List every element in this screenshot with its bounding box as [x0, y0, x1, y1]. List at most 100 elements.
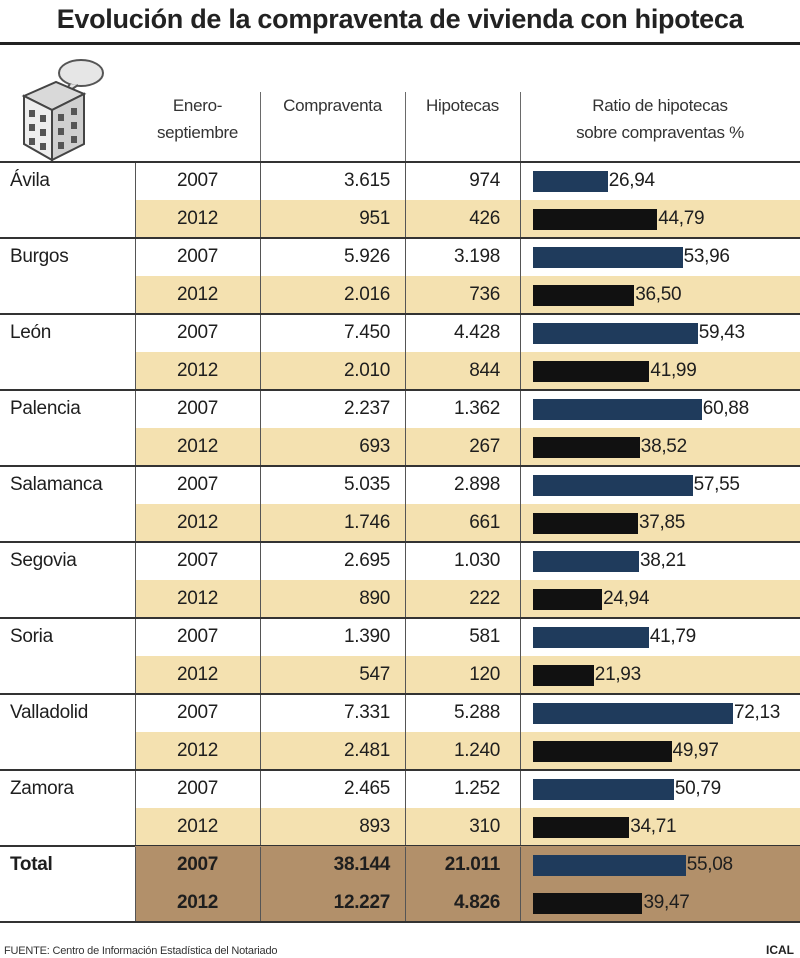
year-cell: 2012: [176, 588, 219, 609]
year-cell: 2012: [176, 208, 219, 229]
region-name: Segovia: [10, 550, 77, 571]
year-cell: 2012: [176, 436, 219, 457]
ratio-label: 26,94: [608, 170, 655, 191]
column-divider: [405, 391, 406, 466]
year-2012-band: [135, 504, 800, 542]
column-header-period: Enero- septiembre: [135, 92, 260, 146]
sales-value: 2.010: [343, 360, 390, 381]
year-2012-band: [135, 428, 800, 466]
column-divider: [520, 619, 521, 694]
ratio-bar-2007: [533, 627, 649, 648]
ratio-bar-2012: [533, 285, 635, 306]
column-divider: [520, 315, 521, 390]
year-2012-band: [135, 276, 800, 314]
region-divider: [0, 465, 800, 467]
bottom-rule: [0, 921, 800, 923]
year-cell: 2007: [176, 474, 219, 495]
year-2012-band: [135, 808, 800, 846]
column-header-period-line1: Enero-: [172, 96, 223, 115]
year-cell: 2012: [176, 512, 219, 533]
ratio-bar-2012: [533, 209, 658, 230]
column-divider: [405, 543, 406, 618]
sales-value: 2.481: [343, 740, 390, 761]
ratio-label: 38,21: [639, 550, 686, 571]
column-header-ratio-line2: sobre compraventas %: [576, 123, 744, 142]
ratio-bar-2007: [533, 551, 639, 572]
ratio-bar-2012: [533, 589, 603, 610]
ratio-bar-2007: [533, 247, 683, 268]
ratio-bar-2007: [533, 171, 608, 192]
ratio-label: 53,96: [683, 246, 730, 267]
column-divider: [135, 239, 136, 314]
year-cell: 2012: [176, 740, 219, 761]
mortgages-value: 661: [469, 512, 500, 533]
year-cell: 2012: [176, 816, 219, 837]
year-2012-band: [135, 656, 800, 694]
column-divider: [135, 163, 136, 238]
ratio-bar-2007: [533, 779, 674, 800]
sales-value: 951: [359, 208, 390, 229]
year-cell: 2007: [176, 398, 219, 419]
ratio-label: 49,97: [672, 740, 719, 761]
year-2012-band: [135, 732, 800, 770]
ratio-bar-2012: [533, 361, 650, 382]
sales-value: 5.926: [343, 246, 390, 267]
sales-value: 2.695: [343, 550, 390, 571]
column-divider: [405, 239, 406, 314]
year-2012-band: [135, 200, 800, 238]
column-divider: [135, 695, 136, 770]
sales-value: 1.746: [343, 512, 390, 533]
sales-value: 890: [359, 588, 390, 609]
year-cell: 2012: [176, 892, 219, 913]
header-divider: [260, 92, 261, 162]
region-divider: [0, 237, 800, 239]
year-cell: 2007: [176, 246, 219, 267]
column-divider: [135, 847, 136, 922]
source-note: FUENTE: Centro de Información Estadístic…: [4, 945, 278, 957]
column-divider: [405, 163, 406, 238]
mortgages-value: 581: [469, 626, 500, 647]
column-divider: [520, 239, 521, 314]
region-divider: [0, 769, 800, 771]
region-divider: [0, 161, 800, 163]
column-divider: [135, 771, 136, 846]
mortgages-value: 1.362: [453, 398, 500, 419]
ratio-label: 41,79: [649, 626, 696, 647]
column-divider: [135, 619, 136, 694]
region-name: Burgos: [10, 246, 69, 267]
ratio-bar-2007: [533, 703, 733, 724]
column-header-mortgages: Hipotecas: [426, 96, 499, 115]
ratio-bar-2012: [533, 817, 630, 838]
mortgages-value: 426: [469, 208, 500, 229]
column-header-ratio-line1: Ratio de hipotecas: [592, 96, 728, 115]
column-divider: [135, 543, 136, 618]
sales-value: 2.465: [343, 778, 390, 799]
title-rule: [0, 42, 800, 45]
year-cell: 2012: [176, 284, 219, 305]
year-cell: 2007: [176, 322, 219, 343]
region-name: Soria: [10, 626, 53, 647]
column-divider: [260, 847, 261, 922]
region-divider: [0, 389, 800, 391]
column-divider: [405, 695, 406, 770]
column-divider: [405, 619, 406, 694]
region-name: Salamanca: [10, 474, 103, 495]
ratio-label: 57,55: [693, 474, 740, 495]
column-divider: [520, 467, 521, 542]
sales-value: 2.016: [343, 284, 390, 305]
header-divider: [405, 92, 406, 162]
column-divider: [260, 391, 261, 466]
ratio-label: 24,94: [603, 588, 650, 609]
ratio-bar-2007: [533, 323, 698, 344]
ratio-label: 41,99: [650, 360, 697, 381]
region-divider: [0, 617, 800, 619]
total-label: Total: [10, 854, 53, 875]
mortgages-value: 5.288: [453, 702, 500, 723]
column-divider: [260, 695, 261, 770]
column-divider: [260, 239, 261, 314]
agency-credit: ICAL: [766, 943, 794, 957]
chart-title: Evolución de la compraventa de vivienda …: [56, 4, 744, 34]
column-divider: [260, 467, 261, 542]
ratio-bar-2012: [533, 893, 643, 914]
ratio-bar-2007: [533, 399, 702, 420]
